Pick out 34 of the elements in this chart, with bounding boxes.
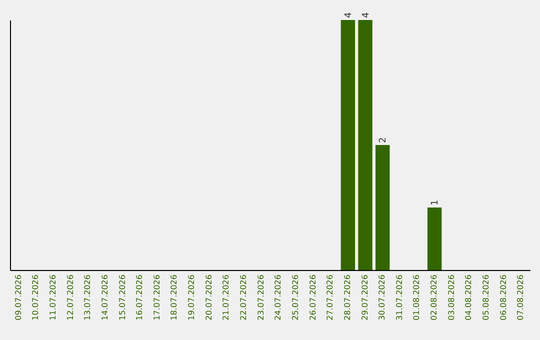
x-tick-label: 07.08.2026	[516, 274, 526, 320]
x-tick-label: 04.08.2026	[464, 274, 474, 320]
data-label: 4	[344, 12, 354, 18]
data-label: 1	[430, 200, 441, 206]
x-tick-label: 29.07.2026	[360, 274, 370, 320]
x-tick-label: 18.07.2026	[170, 274, 179, 320]
x-tick-label: 06.08.2026	[498, 274, 508, 320]
x-tick-label: 22.07.2026	[239, 274, 248, 320]
x-tick-label: 21.07.2026	[222, 274, 231, 320]
x-tick-label: 12.07.2026	[66, 274, 75, 320]
x-tick-label: 02.08.2026	[430, 274, 439, 320]
x-tick-label: 11.07.2026	[48, 274, 58, 320]
data-label: 4	[361, 12, 372, 18]
data-label: 2	[378, 137, 389, 143]
x-tick-label: 25.07.2026	[290, 274, 300, 320]
x-tick-label: 16.07.2026	[135, 274, 144, 320]
x-tick-label: 13.07.2026	[83, 274, 92, 320]
x-tick-label: 01.08.2026	[412, 274, 422, 320]
x-tick-label: 23.07.2026	[256, 274, 266, 320]
x-tick-label: 05.08.2026	[482, 274, 491, 320]
x-tick-label: 30.07.2026	[378, 274, 387, 320]
x-tick-label: 19.07.2026	[187, 274, 196, 320]
x-tick-label: 15.07.2026	[118, 274, 127, 320]
x-tick-label: 14.07.2026	[100, 274, 110, 320]
x-tick-label: 26.07.2026	[308, 274, 318, 320]
x-tick-label: 03.08.2026	[446, 274, 456, 320]
x-tick-label: 24.07.2026	[274, 274, 283, 320]
x-tick-label: 09.07.2026	[14, 274, 23, 320]
x-tick-label: 28.07.2026	[342, 274, 352, 320]
x-tick-label: 20.07.2026	[204, 274, 214, 320]
x-tick-label: 27.07.2026	[326, 274, 335, 320]
x-tick-label: 10.07.2026	[31, 274, 40, 320]
x-tick-label: 31.07.2026	[394, 274, 404, 320]
x-tick-label: 17.07.2026	[152, 274, 162, 320]
